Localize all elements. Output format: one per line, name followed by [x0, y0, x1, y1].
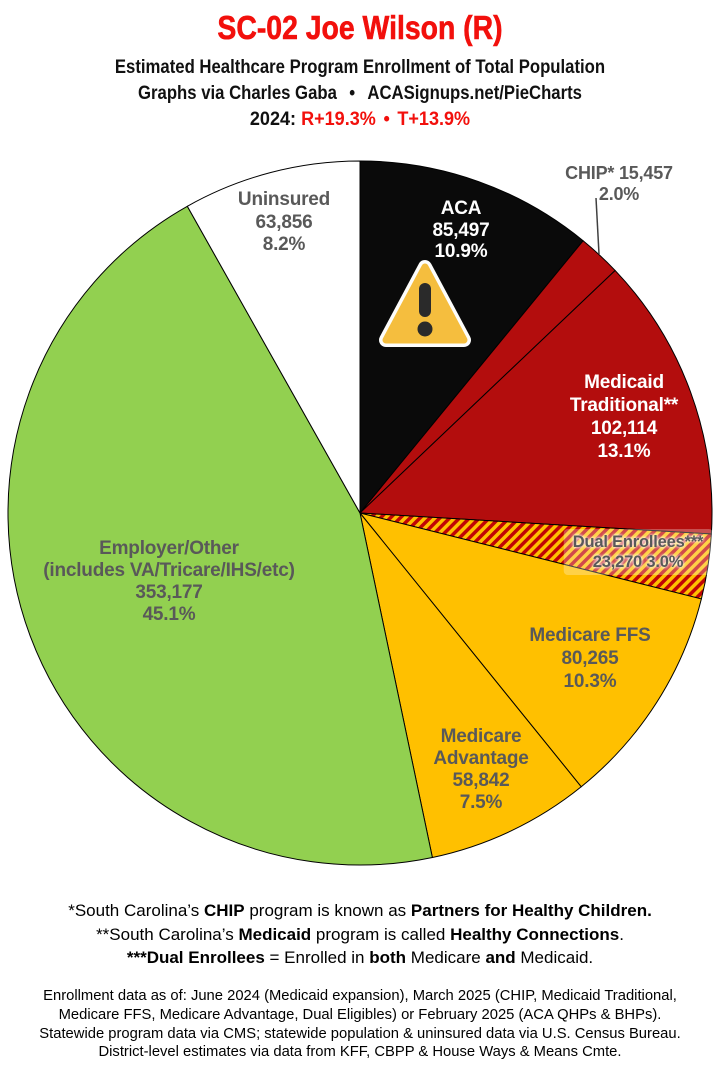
bullet-separator: • [383, 109, 390, 130]
pie-slice-medicaid-traditional [359, 269, 713, 535]
credit-site: ACASignups.net/PieCharts [367, 83, 582, 104]
label-employer-other: Employer/Other (includes VA/Tricare/IHS/… [43, 538, 295, 625]
footnote-line-3: ***Dual Enrollees = Enrolled in both Med… [126, 948, 594, 967]
label-chip: CHIP* 15,457 2.0% [565, 163, 673, 204]
label-medicaid-traditional: Medicaid Traditional** 102,114 13.1% [569, 372, 679, 462]
partisan-t-value: T+13.9% [397, 109, 471, 130]
partisan-year: 2024: [249, 109, 297, 130]
footnote-line-1: *South Carolina’s CHIP program is known … [68, 901, 652, 920]
pie-slice-medicare-advantage [359, 512, 582, 858]
label-dual-enrollees: Dual Enrollees*** 23,270 3.0% [563, 529, 713, 575]
footnote-line-2: **South Carolina’s Medicaid program is c… [96, 924, 624, 944]
warning-icon [379, 260, 471, 347]
source-line: Statewide program data via CMS; statewid… [39, 1024, 681, 1042]
subtitle: Estimated Healthcare Program Enrollment … [114, 57, 606, 78]
credit-author: Graphs via Charles Gaba [138, 83, 337, 104]
pie-slice-employer-other [7, 205, 433, 866]
partisan-lean-line: 2024: R+19.3% • T+13.9% [18, 109, 702, 130]
credit-line: Graphs via Charles Gaba • ACASignups.net/P… [43, 83, 677, 104]
footnotes: *South Carolina’s CHIP program is known … [0, 899, 720, 970]
pie-slice-uninsured [186, 160, 361, 514]
page-title: SC-02 Joe Wilson (R) [217, 9, 503, 46]
pie-slice-aca [359, 160, 584, 514]
label-aca: ACA 85,497 10.9% [432, 198, 490, 262]
bullet-separator: • [349, 83, 356, 104]
label-medicare-advantage: Medicare Advantage 58,842 7.5% [433, 726, 529, 813]
label-medicare-ffs: Medicare FFS 80,265 10.3% [529, 625, 651, 692]
partisan-r-value: R+19.3% [301, 109, 376, 130]
chip-leader-line [595, 197, 600, 255]
pie-slice-medicare-ffs [359, 512, 702, 788]
source-attribution: Enrollment data as of: June 2024 (Medica… [5, 987, 714, 1062]
source-line: District-level estimates via data from K… [98, 1043, 622, 1061]
source-line: Medicare FFS, Medicare Advantage, Dual E… [58, 1005, 662, 1023]
source-line: Enrollment data as of: June 2024 (Medica… [43, 987, 677, 1004]
label-uninsured: Uninsured 63,856 8.2% [237, 189, 331, 255]
